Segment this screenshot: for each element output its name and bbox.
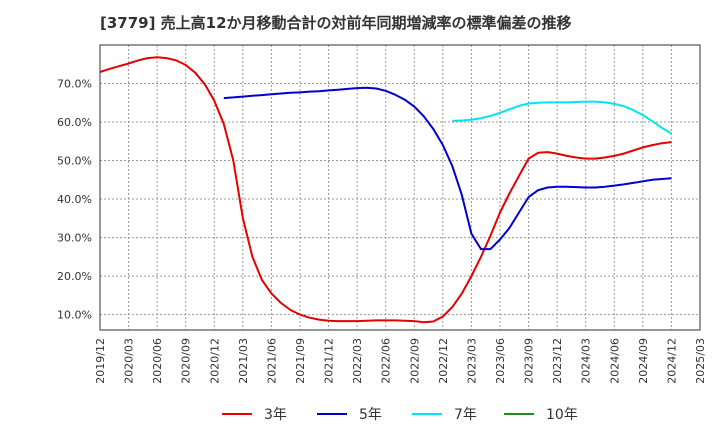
x-tick-label: 2023/03 bbox=[465, 338, 478, 384]
chart-title: [3779] 売上高12か月移動合計の対前年同期増減率の標準偏差の推移 bbox=[100, 14, 572, 32]
x-tick-label: 2021/03 bbox=[237, 338, 250, 384]
x-tick-label: 2020/12 bbox=[208, 338, 221, 384]
y-tick-label: 70.0% bbox=[57, 78, 92, 91]
x-tick-label: 2023/12 bbox=[551, 338, 564, 384]
x-tick-label: 2024/12 bbox=[665, 338, 678, 384]
series-lines bbox=[99, 56, 672, 324]
x-tick-label: 2024/03 bbox=[580, 338, 593, 384]
legend-label: 7年 bbox=[454, 407, 477, 423]
series-line-1 bbox=[223, 86, 672, 251]
x-tick-label: 2021/06 bbox=[265, 338, 278, 384]
grid-lines bbox=[99, 45, 701, 330]
x-tick-label: 2021/12 bbox=[323, 338, 336, 384]
x-tick-label: 2019/12 bbox=[94, 338, 107, 384]
x-tick-label: 2022/06 bbox=[380, 338, 393, 384]
legend-label: 5年 bbox=[359, 407, 382, 423]
x-axis-ticks: 2019/12 2020/03 2020/06 2020/09 2020/12 2021/… bbox=[94, 338, 707, 384]
legend: 3年 5年 7年 10年 bbox=[222, 407, 578, 423]
series-line-2 bbox=[452, 100, 672, 135]
y-tick-label: 30.0% bbox=[57, 232, 92, 245]
legend-label: 10年 bbox=[546, 407, 578, 423]
legend-label: 3年 bbox=[264, 407, 287, 423]
x-tick-label: 2024/09 bbox=[637, 338, 650, 384]
x-tick-label: 2020/03 bbox=[123, 338, 136, 384]
y-tick-label: 10.0% bbox=[57, 309, 92, 322]
series-line-0 bbox=[99, 56, 672, 324]
x-tick-label: 2025/03 bbox=[694, 338, 707, 384]
x-tick-label: 2022/12 bbox=[437, 338, 450, 384]
y-tick-label: 20.0% bbox=[57, 270, 92, 283]
x-tick-label: 2022/03 bbox=[351, 338, 364, 384]
y-tick-label: 50.0% bbox=[57, 155, 92, 168]
x-tick-label: 2024/06 bbox=[608, 338, 621, 384]
y-tick-label: 60.0% bbox=[57, 116, 92, 129]
x-tick-label: 2020/09 bbox=[180, 338, 193, 384]
x-tick-label: 2021/09 bbox=[294, 338, 307, 384]
x-tick-label: 2023/09 bbox=[523, 338, 536, 384]
plot-frame bbox=[99, 44, 701, 331]
x-tick-label: 2023/06 bbox=[494, 338, 507, 384]
x-tick-label: 2022/09 bbox=[408, 338, 421, 384]
y-tick-label: 40.0% bbox=[57, 193, 92, 206]
y-axis-ticks: 10.0% 20.0% 30.0% 40.0% 50.0% 60.0% 70.0% bbox=[57, 78, 92, 322]
x-tick-label: 2020/06 bbox=[151, 338, 164, 384]
